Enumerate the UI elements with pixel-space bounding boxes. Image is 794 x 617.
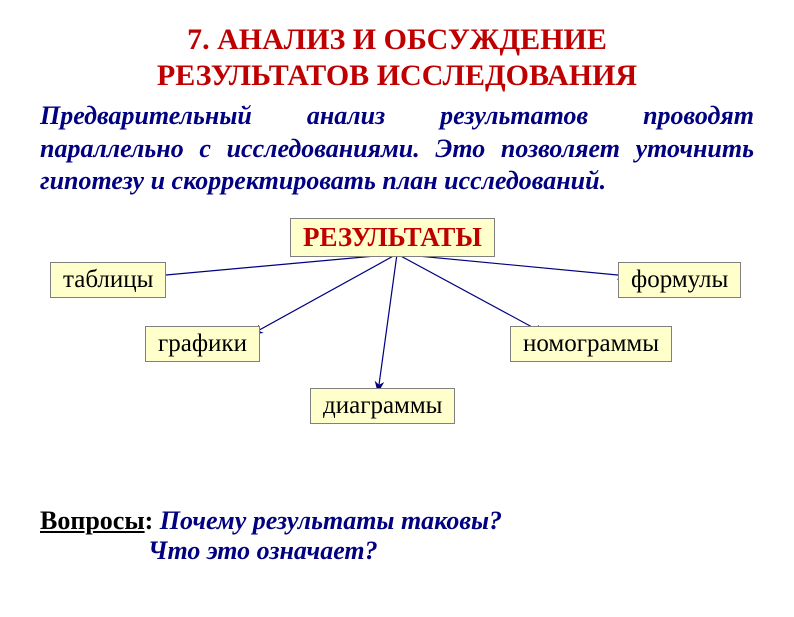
diagram-node-n3: графики [145, 326, 260, 362]
title-line-1: 7. АНАЛИЗ И ОБСУЖДЕНИЕ [0, 22, 794, 58]
diagram-node-root: РЕЗУЛЬТАТЫ [290, 218, 495, 257]
diagram-node-n4: номограммы [510, 326, 672, 362]
questions-label: Вопросы [40, 506, 145, 535]
intro-paragraph: Предварительный анализ результатов прово… [40, 100, 754, 198]
results-diagram: РЕЗУЛЬТАТЫ таблицы формулы графики номограмм… [0, 206, 794, 456]
question-2: Что это означает? [148, 536, 754, 566]
diagram-node-n5: диаграммы [310, 388, 455, 424]
diagram-node-n2: формулы [618, 262, 741, 298]
diagram-node-n1: таблицы [50, 262, 166, 298]
question-1: Почему результаты таковы? [160, 506, 502, 535]
questions-block: Вопросы: Почему результаты таковы? Что э… [40, 506, 754, 566]
title-line-2: РЕЗУЛЬТАТОВ ИССЛЕДОВАНИЯ [0, 58, 794, 94]
slide-title: 7. АНАЛИЗ И ОБСУЖДЕНИЕ РЕЗУЛЬТАТОВ ИССЛЕ… [0, 22, 794, 94]
